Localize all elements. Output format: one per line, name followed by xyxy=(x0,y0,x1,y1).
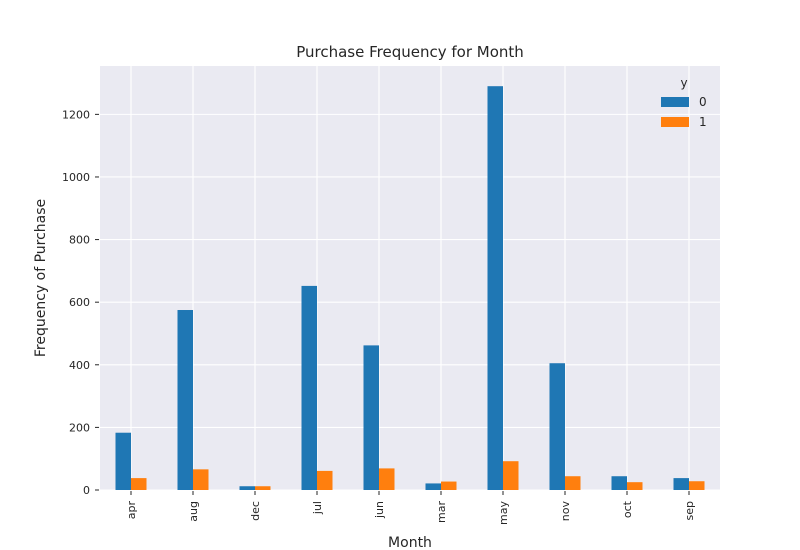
bar-0-jul xyxy=(301,285,317,490)
y-tick-label: 0 xyxy=(83,484,90,497)
bar-1-mar xyxy=(441,481,457,490)
bars xyxy=(115,86,705,490)
y-tick-label: 800 xyxy=(69,234,90,247)
y-axis-label: Frequency of Purchase xyxy=(33,199,49,357)
x-tick-label: apr xyxy=(125,501,138,520)
y-tick-label: 400 xyxy=(69,359,90,372)
bar-1-nov xyxy=(565,476,581,490)
bar-1-sep xyxy=(689,481,705,490)
bar-0-dec xyxy=(239,486,255,490)
legend-swatch-0 xyxy=(661,97,689,107)
x-tick-label: nov xyxy=(559,501,572,522)
bar-1-aug xyxy=(193,469,209,490)
legend-swatch-1 xyxy=(661,117,689,127)
bar-0-apr xyxy=(115,432,131,490)
bar-1-oct xyxy=(627,482,643,490)
x-tick-label: jun xyxy=(373,501,386,519)
bar-1-may xyxy=(503,461,519,490)
chart-title: Purchase Frequency for Month xyxy=(296,43,524,61)
bar-0-oct xyxy=(611,476,627,490)
x-tick-label: may xyxy=(497,501,510,525)
bar-1-jun xyxy=(379,468,395,490)
bar-0-may xyxy=(487,86,503,490)
y-axis-ticks: 0 200 400 600 800 1000 1200 xyxy=(62,108,99,497)
bar-1-apr xyxy=(131,478,147,490)
legend-title: y xyxy=(680,76,687,90)
bar-0-aug xyxy=(177,310,193,490)
y-tick-label: 600 xyxy=(69,296,90,309)
legend: y 0 1 xyxy=(661,76,707,129)
y-tick-label: 200 xyxy=(69,421,90,434)
x-tick-label: oct xyxy=(621,500,634,518)
x-tick-label: sep xyxy=(683,501,696,520)
bar-0-sep xyxy=(673,478,689,490)
bar-0-mar xyxy=(425,483,441,490)
bar-1-jul xyxy=(317,470,333,490)
bar-0-jun xyxy=(363,345,379,490)
x-tick-label: aug xyxy=(187,501,200,522)
bar-1-dec xyxy=(255,486,271,490)
legend-label-1: 1 xyxy=(699,115,707,129)
y-tick-label: 1000 xyxy=(62,171,90,184)
x-axis-ticks: apr aug dec jul jun mar may nov oct sep xyxy=(125,491,696,525)
bar-0-nov xyxy=(549,363,565,490)
x-tick-label: dec xyxy=(249,501,262,521)
x-axis-label: Month xyxy=(388,535,432,550)
y-tick-label: 1200 xyxy=(62,108,90,121)
plot-background xyxy=(100,66,720,490)
x-tick-label: jul xyxy=(311,501,324,515)
x-tick-label: mar xyxy=(435,501,448,523)
legend-label-0: 0 xyxy=(699,95,707,109)
